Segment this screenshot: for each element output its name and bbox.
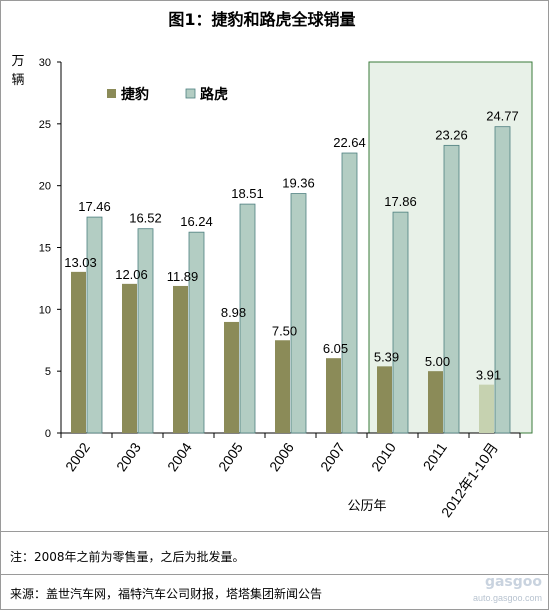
chart-title: 图1：捷豹和路虎全球销量: [168, 10, 355, 29]
y-tick-label: 30: [39, 57, 51, 69]
data-label: 5.00: [425, 354, 450, 369]
bar-路虎: [239, 203, 256, 434]
y-tick-label: 0: [45, 428, 51, 440]
data-label: 19.36: [282, 176, 315, 191]
bar-捷豹: [326, 358, 341, 433]
separator-line: [1, 531, 548, 532]
bar-捷豹: [122, 283, 137, 433]
data-label: 17.86: [384, 194, 417, 209]
bar-路虎: [86, 216, 103, 434]
footnote: 注：2008年之前为零售量，之后为批发量。: [10, 550, 245, 564]
data-label: 11.89: [167, 269, 199, 284]
bar-捷豹: [479, 384, 494, 433]
data-label: 8.98: [221, 305, 246, 320]
data-label: 22.64: [333, 135, 366, 150]
bar-路虎: [137, 228, 154, 434]
legend-swatch: [185, 88, 196, 99]
watermark-logo: gasgoo: [484, 574, 542, 590]
legend-label: 路虎: [200, 86, 228, 103]
data-label: 5.39: [374, 349, 399, 364]
data-label: 12.06: [115, 267, 148, 282]
data-label: 24.77: [486, 109, 519, 124]
y-tick-label: 25: [39, 119, 51, 131]
y-tick-label: 10: [39, 304, 51, 316]
bar-捷豹: [428, 371, 443, 433]
x-category-label: 2005: [215, 439, 246, 474]
data-label: 18.51: [231, 186, 264, 201]
y-tick-label: 15: [39, 243, 51, 255]
x-axis-label: 公历年: [347, 499, 386, 514]
data-label: 16.24: [180, 214, 213, 229]
chart: 0 5 10 15 20 25 30 2002 2003 2004 2005 2006 2007 2010…: [11, 10, 533, 520]
bar-捷豹: [173, 285, 188, 433]
bar-捷豹: [275, 340, 290, 433]
data-label: 6.05: [323, 341, 348, 356]
data-label: 23.26: [435, 127, 468, 142]
legend-swatch: [107, 89, 116, 98]
x-category-label: 2002: [62, 439, 93, 474]
legend-label: 捷豹: [121, 86, 149, 103]
x-category-label: 2003: [113, 439, 144, 474]
x-category-label: 2007: [317, 439, 348, 474]
bar-路虎: [290, 193, 307, 434]
source-note: 来源：盖世汽车网，福特汽车公司财报，塔塔集团新闻公告: [10, 587, 323, 601]
watermark: gasgoo auto.gasgoo.com: [470, 574, 544, 606]
x-category-label: 2011: [420, 439, 450, 473]
data-label: 3.91: [476, 368, 501, 383]
data-label: 7.50: [272, 323, 297, 338]
bar-路虎: [494, 126, 511, 434]
bar-路虎: [443, 144, 460, 434]
y-axis-label-line1: 万: [11, 54, 24, 69]
separator-line: [1, 574, 548, 575]
data-label: 13.03: [64, 255, 97, 270]
y-axis-label-line2: 辆: [11, 73, 24, 88]
bar-路虎: [392, 211, 409, 434]
y-tick-label: 5: [45, 366, 51, 378]
x-category-label: 2006: [266, 439, 297, 474]
x-category-label: 2010: [368, 439, 399, 474]
bar-捷豹: [71, 271, 86, 433]
data-label: 16.52: [129, 211, 162, 226]
bar-捷豹: [377, 366, 392, 433]
data-label: 17.46: [78, 199, 111, 214]
bar-路虎: [188, 231, 205, 434]
bar-捷豹: [224, 321, 239, 433]
bar-路虎: [341, 152, 358, 434]
y-tick-label: 20: [39, 181, 51, 193]
watermark-url: auto.gasgoo.com: [472, 593, 542, 603]
x-category-label: 2004: [164, 439, 195, 474]
